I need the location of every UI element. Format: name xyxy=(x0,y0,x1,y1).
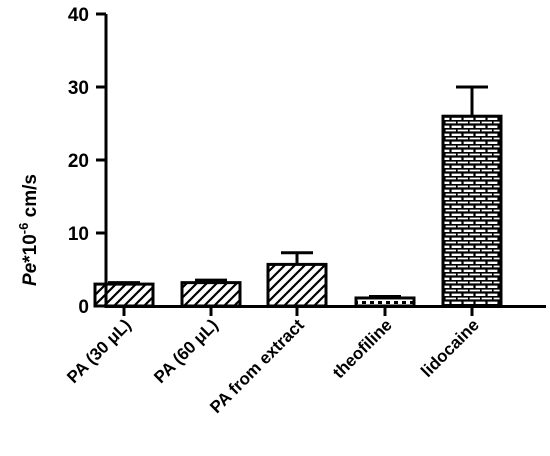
y-tick-label: 20 xyxy=(68,151,89,172)
svg-text:Pe*10-6 cm/s: Pe*10-6 cm/s xyxy=(16,174,41,286)
x-axis-ticks xyxy=(122,306,474,316)
x-category-label: PA from extract xyxy=(206,315,308,417)
y-axis-title: Pe*10-6 cm/s xyxy=(16,174,41,286)
y-axis-title-superscript: -6 xyxy=(16,223,31,235)
y-tick-label: 0 xyxy=(78,297,89,318)
bars xyxy=(93,114,503,308)
bar-1 xyxy=(93,282,155,308)
x-axis-category-labels: PA (30 μL) PA (60 μL)PA from extract theof… xyxy=(63,315,483,417)
y-axis-title-main: *10 xyxy=(20,234,41,263)
bar-4 xyxy=(354,296,416,308)
x-category-label: lidocaine xyxy=(417,315,483,381)
y-axis-ticks: 0 10 20 30 40 xyxy=(68,5,106,318)
x-category-label: PA (60 μL) xyxy=(150,315,222,387)
bar-2 xyxy=(180,281,242,308)
y-tick-label: 40 xyxy=(68,5,89,26)
y-axis-title-unit: cm/s xyxy=(20,174,41,223)
y-axis-title-italic: Pe xyxy=(20,262,41,286)
y-tick-label: 10 xyxy=(68,224,89,245)
error-bars xyxy=(108,85,488,299)
y-tick-label: 30 xyxy=(68,78,89,99)
x-category-label: theofiline xyxy=(329,315,396,382)
bar-5 xyxy=(441,114,503,308)
x-category-label: PA (30 μL) xyxy=(63,315,135,387)
bar-3 xyxy=(266,262,328,308)
